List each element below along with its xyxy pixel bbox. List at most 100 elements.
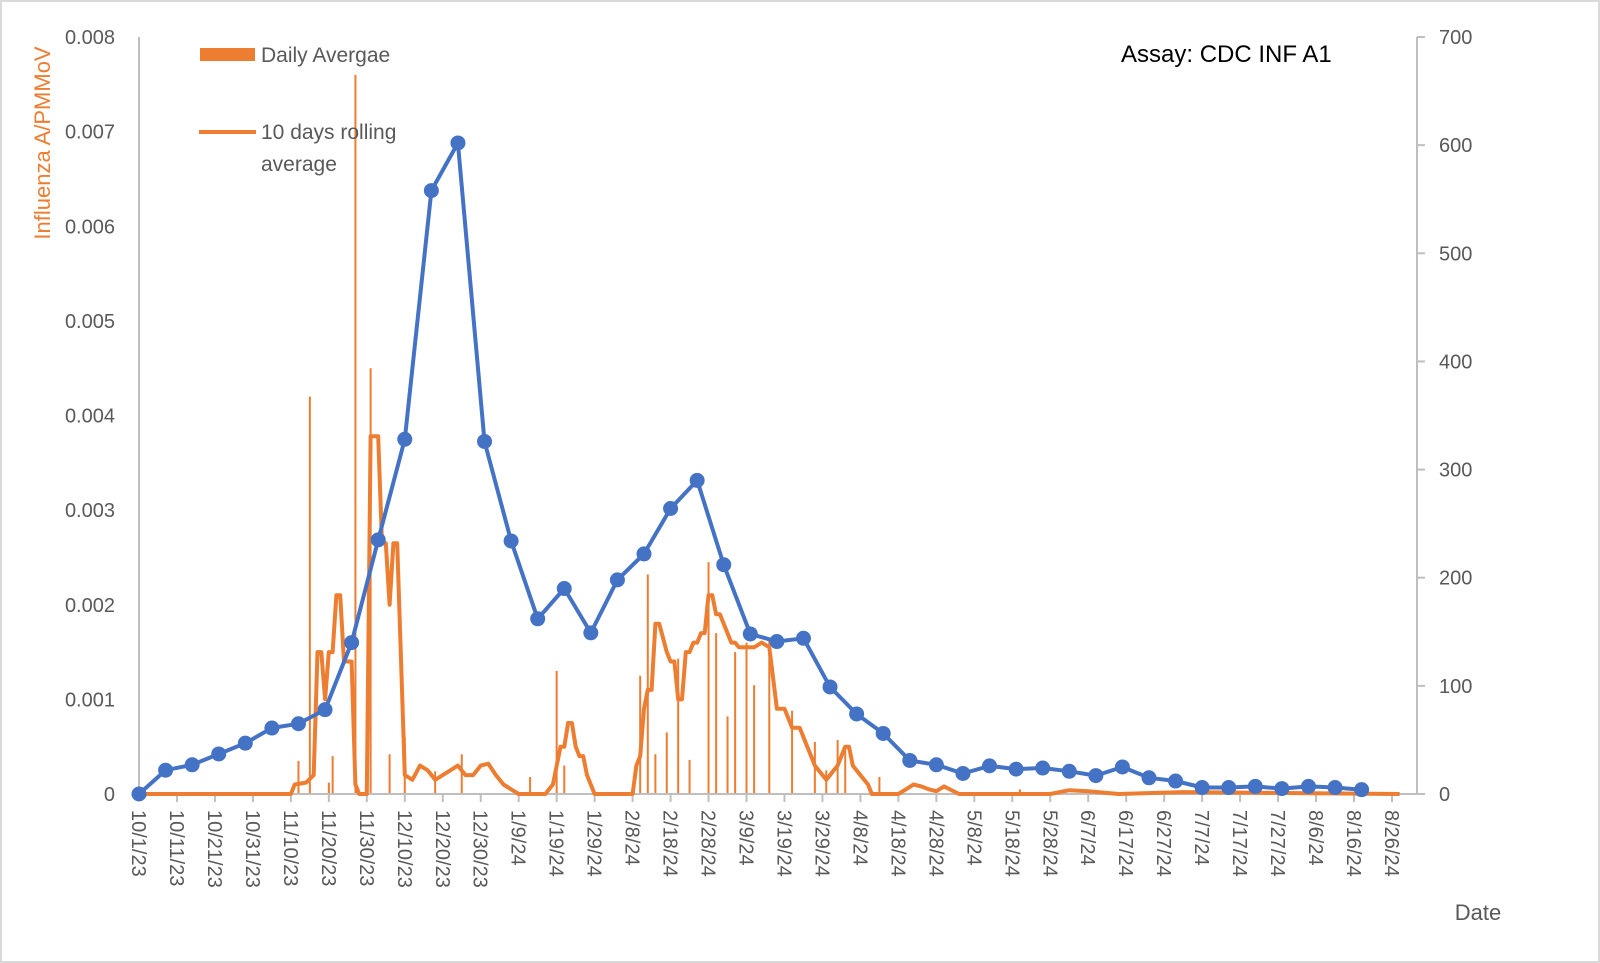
weekly-point bbox=[1168, 773, 1184, 789]
daily-average-bar bbox=[388, 754, 391, 794]
x-tick-label: 7/27/24 bbox=[1266, 810, 1288, 877]
left-tick-label: 0.007 bbox=[65, 122, 115, 144]
left-tick-label: 0.002 bbox=[65, 595, 115, 617]
weekly-point bbox=[290, 716, 306, 732]
left-tick-label: 0.001 bbox=[65, 689, 115, 711]
weekly-point bbox=[370, 532, 386, 548]
x-tick-label: 1/9/24 bbox=[507, 810, 529, 866]
weekly-point bbox=[716, 557, 732, 573]
weekly-point bbox=[477, 433, 493, 449]
daily-average-bar bbox=[331, 756, 334, 794]
weekly-point bbox=[742, 626, 758, 642]
right-tick-label: 100 bbox=[1439, 676, 1472, 698]
daily-average-bar bbox=[297, 760, 300, 794]
x-tick-label: 1/29/24 bbox=[583, 810, 605, 877]
legend: Daily Avergae 10 days rolling average bbox=[199, 44, 396, 176]
x-tick-label: 6/27/24 bbox=[1152, 810, 1174, 877]
x-tick-label: 5/8/24 bbox=[962, 810, 984, 866]
weekly-point bbox=[1061, 763, 1077, 779]
x-axis-title: Date bbox=[1455, 900, 1501, 925]
x-tick-label: 10/1/23 bbox=[127, 810, 149, 877]
weekly-point bbox=[184, 757, 200, 773]
daily-average-bar bbox=[791, 710, 794, 794]
weekly-point bbox=[982, 758, 998, 774]
right-tick-label: 0 bbox=[1439, 784, 1450, 806]
weekly-point bbox=[1194, 780, 1210, 796]
weekly-point bbox=[344, 635, 360, 651]
x-tick-label: 3/9/24 bbox=[735, 810, 757, 866]
right-tick-label: 600 bbox=[1439, 135, 1472, 157]
x-tick-label: 2/8/24 bbox=[621, 810, 643, 866]
assay-annotation: Assay: CDC INF A1 bbox=[1121, 41, 1332, 68]
x-tick-label: 4/28/24 bbox=[924, 810, 946, 877]
weekly-point bbox=[609, 572, 625, 588]
x-tick-label: 11/30/23 bbox=[355, 810, 377, 886]
x-tick-label: 8/26/24 bbox=[1380, 810, 1402, 877]
left-tick-label: 0.005 bbox=[65, 311, 115, 333]
x-tick-label: 8/6/24 bbox=[1304, 810, 1326, 866]
daily-average-bar bbox=[354, 74, 357, 795]
daily-average-bar bbox=[677, 658, 680, 794]
daily-average-bar bbox=[753, 685, 756, 794]
weekly-point bbox=[822, 679, 838, 695]
daily-average-bar bbox=[715, 633, 718, 794]
weekly-point bbox=[1300, 778, 1316, 794]
x-axis-ticks: 10/1/23 10/11/23 10/21/23 10/31/23 11/10/23 1… bbox=[127, 794, 1402, 888]
weekly-point bbox=[928, 757, 944, 773]
weekly-point bbox=[1035, 760, 1051, 776]
x-tick-label: 7/7/24 bbox=[1190, 810, 1212, 866]
x-tick-label: 7/17/24 bbox=[1228, 810, 1250, 877]
daily-average-bar bbox=[308, 396, 311, 794]
daily-average-bar bbox=[555, 670, 558, 794]
daily-average-bar bbox=[529, 776, 532, 794]
x-tick-label: 3/29/24 bbox=[810, 810, 832, 877]
daily-average-bar bbox=[726, 716, 729, 794]
weekly-point bbox=[1327, 780, 1343, 796]
weekly-point bbox=[1354, 782, 1370, 798]
legend-label-rolling-line2: average bbox=[261, 153, 337, 176]
weekly-point bbox=[423, 183, 439, 199]
weekly-point bbox=[397, 431, 413, 447]
daily-average-bar bbox=[745, 642, 748, 794]
weekly-point bbox=[158, 762, 174, 778]
weekly-point bbox=[556, 581, 572, 597]
weekly-point bbox=[317, 702, 333, 718]
daily-average-bar bbox=[460, 754, 463, 794]
x-tick-label: 12/30/23 bbox=[469, 810, 491, 888]
daily-average-bar bbox=[844, 748, 847, 794]
left-tick-label: 0.006 bbox=[65, 216, 115, 238]
right-tick-label: 300 bbox=[1439, 460, 1472, 482]
weekly-series-line bbox=[137, 141, 1362, 796]
daily-average-bar bbox=[665, 732, 668, 794]
legend-label-daily-average: Daily Avergae bbox=[261, 44, 390, 67]
left-tick-label: 0.008 bbox=[65, 27, 115, 49]
weekly-point bbox=[450, 135, 466, 151]
x-tick-label: 11/20/23 bbox=[317, 810, 339, 886]
weekly-point bbox=[875, 725, 891, 741]
weekly-point bbox=[1114, 759, 1130, 775]
x-tick-label: 10/11/23 bbox=[165, 810, 187, 886]
right-tick-label: 400 bbox=[1439, 351, 1472, 373]
weekly-point bbox=[1008, 761, 1024, 777]
weekly-point bbox=[237, 735, 253, 751]
weekly-point bbox=[636, 546, 652, 562]
daily-average-bar bbox=[327, 782, 330, 794]
daily-average-bar bbox=[563, 765, 566, 794]
x-tick-label: 4/8/24 bbox=[848, 810, 870, 866]
weekly-point bbox=[583, 625, 599, 641]
x-tick-label: 12/20/23 bbox=[431, 810, 453, 888]
x-tick-label: 6/7/24 bbox=[1076, 810, 1098, 866]
right-tick-label: 200 bbox=[1439, 568, 1472, 590]
right-tick-label: 700 bbox=[1439, 27, 1472, 49]
x-tick-label: 5/18/24 bbox=[1000, 810, 1022, 877]
daily-average-bar bbox=[768, 637, 771, 794]
legend-swatch-daily-average bbox=[200, 48, 255, 61]
x-tick-label: 6/17/24 bbox=[1114, 810, 1136, 877]
left-tick-label: 0.003 bbox=[65, 500, 115, 522]
weekly-point bbox=[849, 706, 865, 722]
left-tick-label: 0 bbox=[104, 784, 115, 806]
x-tick-label: 10/31/23 bbox=[241, 810, 263, 888]
daily-average-bar bbox=[646, 574, 649, 794]
